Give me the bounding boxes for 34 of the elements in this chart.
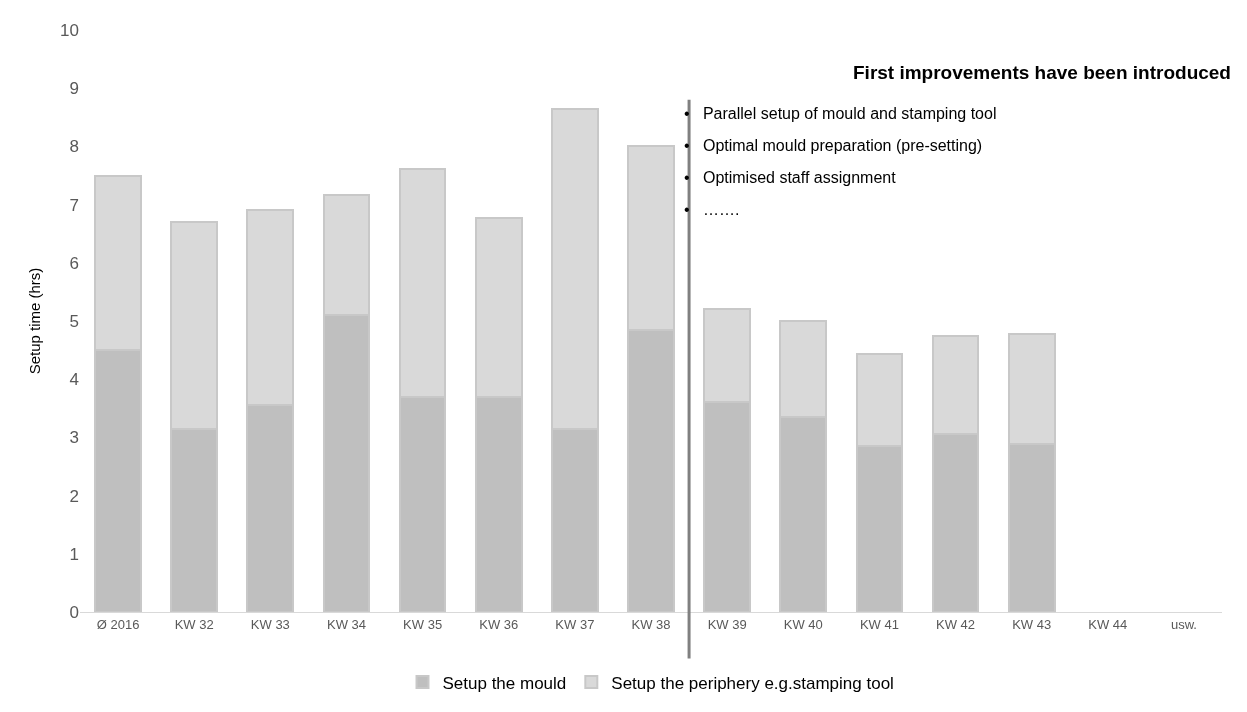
y-tick-label: 8 [69, 137, 79, 157]
x-tick-label: KW 39 [707, 616, 747, 632]
x-tick-label: KW 35 [403, 616, 443, 632]
y-tick-label: 7 [69, 195, 79, 215]
y-tick-label: 4 [69, 370, 79, 390]
annotation: • Optimised staff assignment [684, 169, 897, 186]
y-tick-label: 3 [69, 428, 79, 448]
y-tick-label: 6 [69, 253, 79, 273]
x-tick-label: usw. [1170, 616, 1197, 632]
y-tick-label: 9 [69, 79, 79, 99]
annotation: • Optimal mould preparation (pre-setting) [684, 137, 983, 154]
x-tick-label: KW 42 [936, 616, 976, 632]
y-tick-label: 2 [69, 486, 79, 506]
x-tick-label: KW 36 [479, 616, 519, 632]
y-tick-label: 1 [69, 544, 79, 564]
y-tick-label: 5 [69, 311, 79, 331]
x-tick-label: KW 32 [174, 616, 214, 632]
y-tick-label: 10 [60, 20, 79, 40]
x-tick-label: KW 40 [783, 616, 823, 632]
y-tick-label: 0 [69, 602, 79, 622]
x-tick-label: KW 43 [1012, 616, 1052, 632]
x-tick-label: KW 44 [1088, 616, 1128, 632]
legend-label: Setup the periphery e.g.stamping tool [611, 673, 894, 693]
x-tick-label: KW 41 [859, 616, 899, 632]
x-tick-label: KW 38 [631, 616, 671, 632]
x-tick-label: KW 33 [250, 616, 290, 632]
y-axis-title: Setup time (hrs) [26, 267, 43, 375]
x-tick-label: KW 34 [326, 616, 366, 632]
x-tick-label: KW 37 [555, 616, 595, 632]
annotation: • ……. [684, 201, 740, 218]
annotation: First improvements have been introduced [853, 62, 1231, 83]
legend-label: Setup the mould [442, 673, 567, 693]
x-tick-label: Ø 2016 [96, 616, 140, 632]
annotation: • Parallel setup of mould and stamping tool [684, 105, 997, 122]
